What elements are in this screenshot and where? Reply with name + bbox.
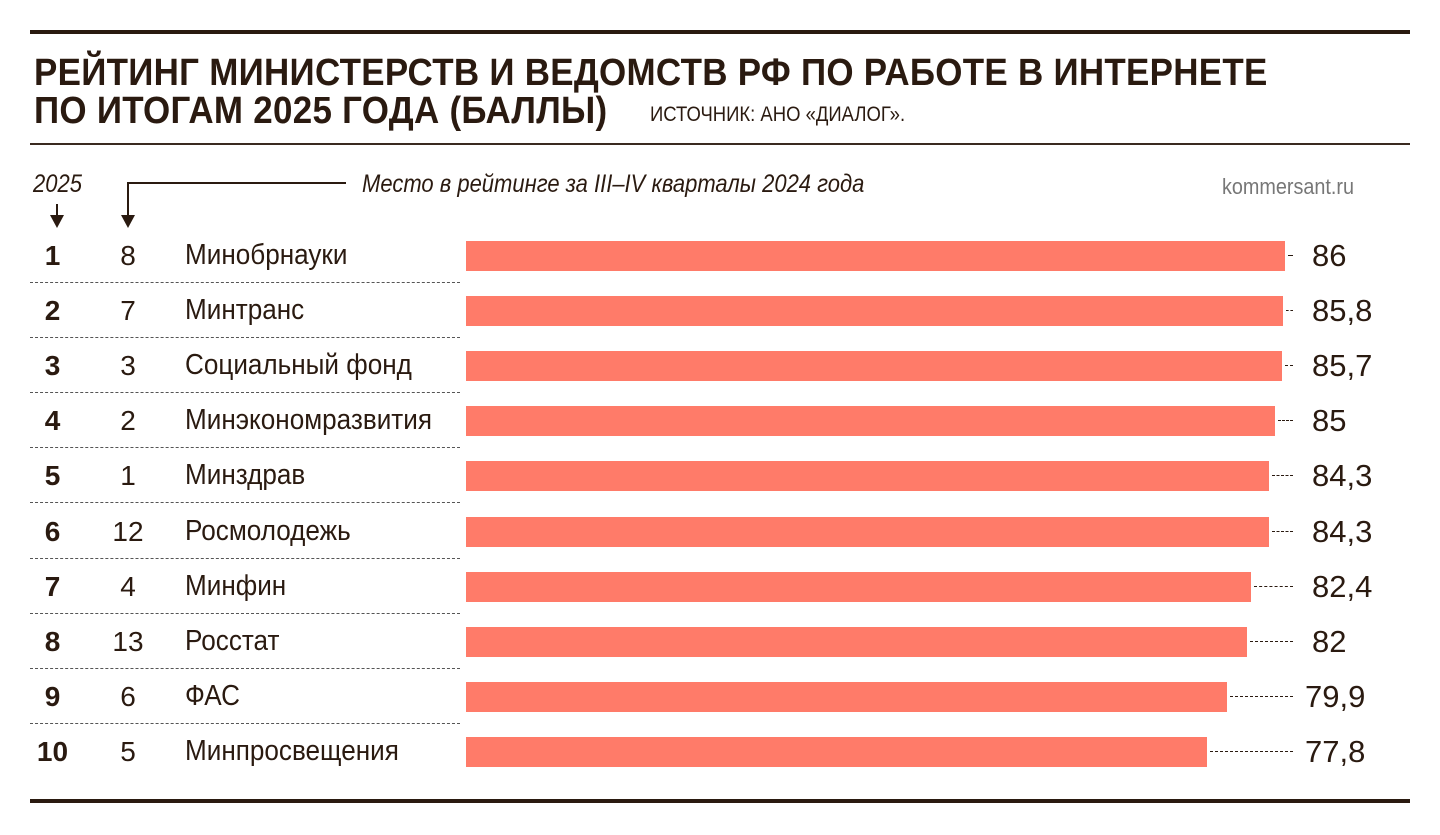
agency-name: Минобрнауки [185, 239, 348, 271]
chart-row: 1 8 Минобрнауки 86 [0, 228, 1440, 283]
leader-line [1209, 750, 1293, 752]
value-label: 85 [1312, 403, 1347, 439]
rank-previous: 6 [120, 680, 136, 712]
chart-row: 3 3 Социальный фонд 85,7 [0, 338, 1440, 394]
bar [466, 626, 1247, 657]
agency-name: Минздрав [185, 459, 306, 492]
top-rule [30, 30, 1410, 34]
row-separator [30, 667, 460, 669]
site-credit: kommersant.ru [1222, 174, 1355, 199]
rank-previous: 7 [120, 295, 136, 327]
chart-row: 6 12 Росмолодежь 84,3 [0, 504, 1440, 559]
value-label: 82,4 [1312, 568, 1373, 604]
bar [466, 351, 1283, 382]
rank-2025: 4 [44, 405, 61, 437]
value-label: 82 [1312, 623, 1347, 659]
rank-2025: 6 [44, 515, 61, 547]
row-separator [30, 557, 460, 559]
agency-name: Росмолодежь [185, 514, 351, 547]
rank-2025: 1 [44, 240, 61, 271]
rank-2025: 7 [44, 570, 61, 602]
column-arrows [50, 182, 346, 228]
chart-row: 2 7 Минтранс 85,8 [0, 283, 1440, 339]
leader-line [1286, 310, 1293, 312]
row-separator [30, 392, 460, 394]
rank-previous: 1 [120, 460, 136, 492]
rank-2025: 3 [44, 350, 61, 382]
leader-line [1288, 255, 1293, 256]
row-separator [30, 722, 460, 724]
agency-name: ФАС [185, 679, 240, 712]
chart-row: 4 2 Минэкономразвития 85 [0, 393, 1440, 449]
leader-line [1253, 585, 1293, 587]
value-label: 86 [1312, 238, 1347, 273]
agency-name: Минэкономразвития [185, 404, 432, 437]
leader-line [1229, 695, 1293, 697]
rank-previous: 5 [120, 735, 136, 767]
bar [466, 736, 1207, 767]
agency-name: Минпросвещения [185, 734, 399, 767]
row-separator [30, 612, 460, 614]
row-separator [30, 447, 460, 449]
row-separator [30, 337, 460, 339]
rank-previous: 8 [120, 240, 136, 271]
bar [466, 681, 1227, 712]
chart-row: 7 4 Минфин 82,4 [0, 559, 1440, 614]
bar [466, 406, 1276, 437]
agency-name: Росстат [185, 624, 280, 657]
row-separator [30, 282, 460, 283]
leader-line [1271, 475, 1293, 477]
header-rule [30, 143, 1410, 145]
bar [466, 516, 1269, 547]
bar [466, 461, 1269, 492]
rank-2025: 2 [44, 295, 61, 327]
rank-2025: 9 [44, 680, 61, 712]
chart-title-line2: ПО ИТОГАМ 2025 ГОДА (БАЛЛЫ) [34, 90, 608, 132]
rank-previous: 4 [120, 570, 136, 602]
bottom-rule [30, 799, 1410, 803]
chart-title-line1: РЕЙТИНГ МИНИСТЕРСТВ И ВЕДОМСТВ РФ ПО РАБ… [34, 52, 1268, 94]
rank-previous: 12 [112, 515, 144, 547]
rank-previous: 13 [112, 625, 144, 657]
value-label: 77,8 [1305, 733, 1366, 769]
bar [466, 571, 1251, 602]
rank-2025: 10 [36, 735, 69, 767]
value-label: 79,9 [1305, 678, 1366, 714]
bar [466, 296, 1284, 327]
rank-2025: 8 [44, 625, 61, 657]
value-label: 84,3 [1312, 513, 1373, 549]
chart-row: 10 5 Минпросвещения 77,8 [0, 724, 1440, 779]
rank-previous: 2 [120, 405, 136, 437]
value-label: 85,7 [1312, 348, 1373, 384]
leader-line [1271, 530, 1293, 532]
previous-rank-label: Место в рейтинге за III–IV кварталы 2024… [362, 170, 865, 198]
bar [466, 241, 1285, 271]
rank-2025: 5 [44, 460, 61, 492]
row-separator [30, 502, 460, 504]
source-note: ИСТОЧНИК: АНО «ДИАЛОГ». [650, 103, 906, 126]
value-label: 84,3 [1312, 458, 1373, 494]
value-label: 85,8 [1312, 293, 1373, 329]
agency-name: Социальный фонд [185, 349, 412, 382]
year-arrow-icon [50, 204, 64, 228]
previous-rank-arrow-icon [121, 182, 346, 228]
chart-row: 9 6 ФАС 79,9 [0, 669, 1440, 724]
leader-line [1249, 640, 1293, 642]
chart-row: 8 13 Росстат 82 [0, 614, 1440, 669]
chart-row: 5 1 Минздрав 84,3 [0, 448, 1440, 504]
leader-line [1285, 365, 1293, 367]
leader-line [1278, 420, 1293, 422]
year-column-label: 2025 [33, 170, 82, 198]
rank-previous: 3 [120, 350, 136, 382]
agency-name: Минтранс [185, 294, 305, 327]
agency-name: Минфин [185, 569, 287, 602]
